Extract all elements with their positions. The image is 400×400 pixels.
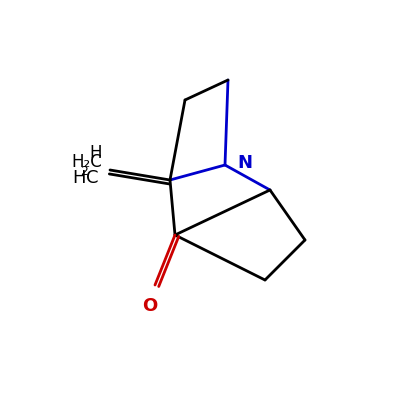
Text: O: O [142, 297, 158, 315]
Text: 2: 2 [80, 165, 88, 178]
Text: N: N [237, 154, 252, 172]
Text: H₂C: H₂C [71, 153, 102, 171]
Text: H: H [90, 144, 102, 162]
Text: C: C [86, 169, 98, 187]
Text: H: H [72, 169, 86, 187]
